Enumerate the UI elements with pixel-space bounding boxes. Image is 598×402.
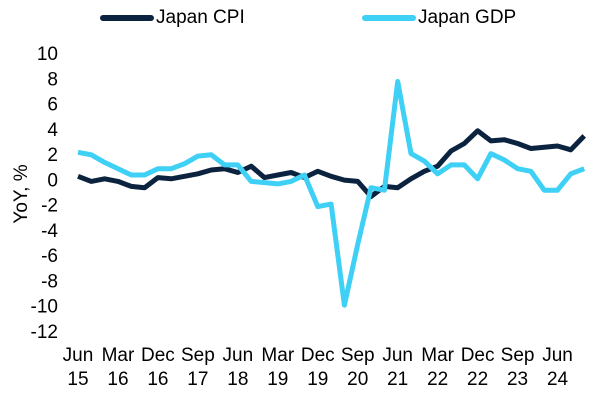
x-tick-label: 22 (467, 369, 488, 390)
x-tick-label: Sep (501, 345, 535, 366)
x-tick-label: Mar (102, 345, 135, 366)
x-tick-label: 24 (547, 369, 569, 390)
x-tick-label: 17 (187, 369, 208, 390)
y-tick-label: -4 (41, 221, 58, 242)
y-tick-label: -8 (41, 271, 58, 292)
x-tick-label: Dec (461, 345, 495, 366)
x-tick-label: Jun (63, 345, 94, 366)
y-tick-label: 8 (47, 69, 58, 90)
x-tick-label: 19 (307, 369, 328, 390)
series-line (77, 128, 586, 199)
y-tick-label: -10 (31, 297, 58, 318)
x-tick-label: 16 (107, 369, 128, 390)
x-tick-label: Sep (181, 345, 215, 366)
x-tick-label: 22 (427, 369, 448, 390)
legend-label: Japan CPI (156, 7, 245, 28)
x-tick-label: Dec (141, 345, 175, 366)
x-tick-label: Sep (341, 345, 375, 366)
y-tick-label: -12 (31, 322, 58, 343)
x-tick-label: Mar (261, 345, 294, 366)
y-tick-label: 2 (47, 145, 58, 166)
legend-label: Japan GDP (418, 7, 516, 28)
x-tick-label: 15 (67, 369, 88, 390)
x-tick-label: 20 (347, 369, 368, 390)
x-tick-label: 19 (267, 369, 288, 390)
y-tick-label: 0 (47, 170, 58, 191)
x-tick-label: Jun (223, 345, 254, 366)
x-tick-label: 18 (227, 369, 248, 390)
y-axis-label: YoY, % (11, 164, 32, 223)
y-tick-label: -6 (41, 246, 58, 267)
y-tick-label: -2 (41, 196, 58, 217)
y-tick-label: 6 (47, 95, 58, 116)
x-tick-label: Jun (542, 345, 573, 366)
x-tick-label: 16 (147, 369, 168, 390)
x-tick-label: 21 (387, 369, 408, 390)
x-tick-label: 23 (507, 369, 528, 390)
x-tick-label: Dec (301, 345, 335, 366)
series-line (77, 79, 586, 308)
x-tick-label: Jun (382, 345, 413, 366)
y-tick-label: 4 (47, 120, 58, 141)
x-tick-label: Mar (421, 345, 454, 366)
y-tick-label: 10 (37, 44, 58, 65)
